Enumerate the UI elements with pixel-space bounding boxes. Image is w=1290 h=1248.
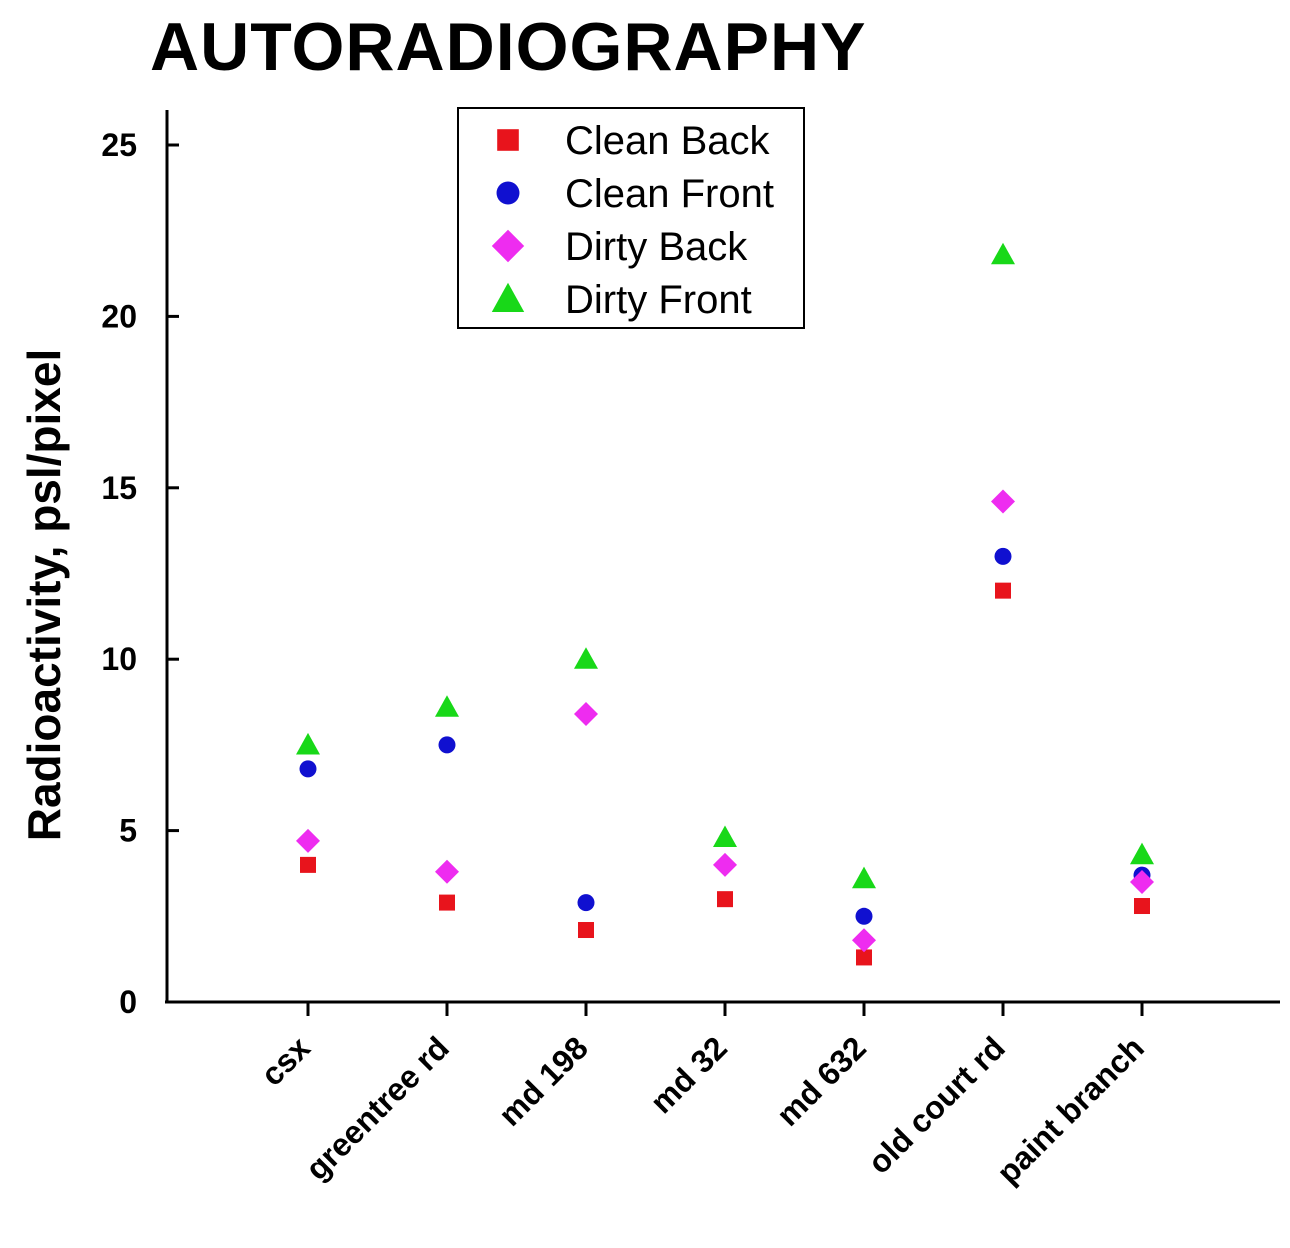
x-tick-label: old court rd <box>861 1029 1012 1180</box>
legend-marker <box>496 181 520 205</box>
data-point <box>300 856 316 873</box>
axes <box>165 110 1280 1004</box>
y-tick-label: 25 <box>101 127 137 163</box>
legend-marker <box>491 229 525 263</box>
x-tick-label: greentree rd <box>298 1029 455 1186</box>
data-point <box>991 489 1015 514</box>
y-axis-title: Radioactivity, psl/pixel <box>18 349 70 842</box>
data-point <box>856 949 872 966</box>
data-point <box>852 866 876 889</box>
data-point <box>299 760 317 778</box>
data-point <box>852 928 876 953</box>
data-point <box>995 582 1011 599</box>
legend-label: Dirty Front <box>565 278 752 322</box>
data-point <box>296 828 320 853</box>
legend: Clean Back Clean Front Dirty Back Dirty Fro… <box>457 107 805 329</box>
legend-label: Dirty Back <box>565 225 748 269</box>
legend-marker <box>497 129 519 151</box>
data-point <box>1130 870 1154 895</box>
data-point <box>577 894 595 912</box>
series-dirty-back <box>296 489 1154 953</box>
data-point <box>713 825 737 848</box>
y-tick-label: 5 <box>119 813 137 849</box>
x-tick-label: md 632 <box>770 1029 873 1132</box>
data-point <box>994 547 1012 565</box>
legend-label: Clean Back <box>565 119 771 163</box>
data-point <box>435 695 459 717</box>
data-point <box>574 647 598 669</box>
x-tick-label: paint branch <box>990 1029 1151 1190</box>
y-ticks: 0 5 10 15 20 25 <box>101 127 179 1020</box>
data-point <box>1130 842 1154 865</box>
data-point <box>713 852 737 877</box>
series-clean-back <box>300 582 1150 966</box>
data-point <box>855 907 873 925</box>
data-point <box>574 702 598 727</box>
data-point <box>439 894 455 911</box>
data-point <box>435 859 459 884</box>
data-point <box>296 732 320 755</box>
x-tick-label: csx <box>254 1029 317 1092</box>
data-point <box>717 891 733 908</box>
data-point <box>991 242 1015 265</box>
data-point <box>438 736 456 754</box>
y-tick-label: 15 <box>101 470 137 506</box>
chart-title: AUTORADIOGRAPHY <box>150 9 867 85</box>
y-tick-label: 20 <box>101 298 137 334</box>
y-tick-label: 10 <box>101 641 137 677</box>
series-dirty-front <box>296 242 1154 889</box>
legend-marker <box>491 282 525 312</box>
data-point <box>1134 898 1150 915</box>
legend-label: Clean Front <box>565 172 774 216</box>
x-tick-label: md 198 <box>492 1029 595 1132</box>
data-points <box>296 242 1154 966</box>
x-tick-label: md 32 <box>643 1029 734 1120</box>
y-tick-label: 0 <box>119 984 137 1020</box>
data-point <box>578 922 594 939</box>
